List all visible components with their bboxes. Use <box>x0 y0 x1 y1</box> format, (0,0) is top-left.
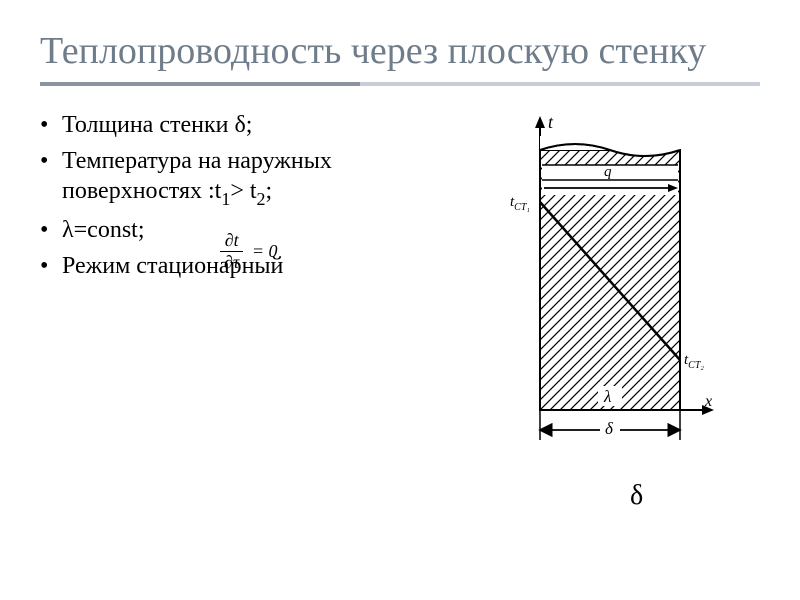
rule-bar-1 <box>40 82 360 86</box>
axis-t-label: t <box>548 112 554 132</box>
equation: ∂t ∂τ = 0 <box>220 230 278 273</box>
axis-x-label: x <box>704 393 712 410</box>
bullet-1: Толщина стенки δ; <box>40 110 420 140</box>
q-label: q <box>604 164 612 180</box>
delta-standalone: δ <box>630 480 643 512</box>
bullet-2: Температура на наружных поверхностях :t1… <box>40 146 420 209</box>
bullet-2-sub1: 1 <box>221 189 230 209</box>
title-underline <box>40 82 760 86</box>
wall-diagram: t x q <box>480 110 730 470</box>
delta-dim-label: δ <box>605 419 614 438</box>
t2-label: tСТ₂ <box>684 352 704 371</box>
eq-rhs: = 0 <box>252 241 278 261</box>
eq-numerator: ∂t <box>220 230 243 252</box>
bullet-2-post: ; <box>266 178 273 204</box>
t1-label: tСТ₁ <box>510 194 530 213</box>
lambda-label: λ <box>603 387 611 406</box>
bullet-2-mid: > t <box>230 178 256 204</box>
slide-title: Теплопроводность через плоскую стенку <box>40 30 760 74</box>
bullet-2-pre: Температура на наружных поверхностях :t <box>62 148 332 204</box>
bullet-2-sub2: 2 <box>257 189 266 209</box>
rule-bar-2 <box>360 82 760 86</box>
eq-denominator: ∂τ <box>220 252 243 273</box>
